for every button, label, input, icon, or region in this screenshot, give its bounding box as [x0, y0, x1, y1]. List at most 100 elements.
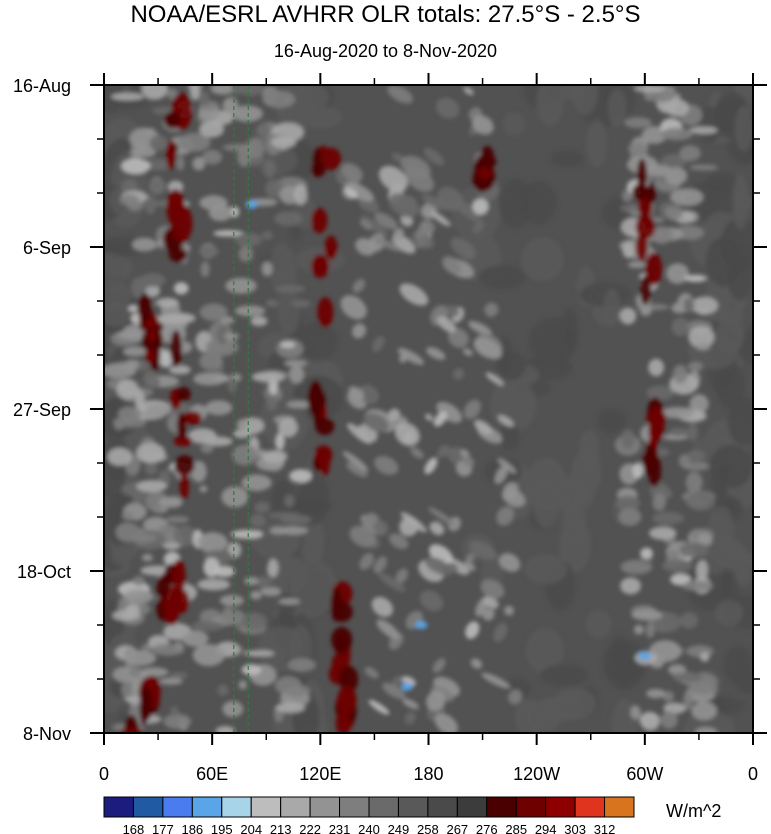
olr-cell	[159, 677, 183, 685]
chart-title: NOAA/ESRL AVHRR OLR totals: 27.5°S - 2.5…	[130, 1, 641, 28]
olr-cell	[378, 573, 406, 592]
olr-cell	[468, 321, 492, 336]
olr-cell	[696, 559, 708, 581]
olr-cell	[337, 685, 357, 715]
olr-cell	[280, 526, 308, 535]
olr-cell	[683, 297, 695, 314]
olr-cell	[261, 231, 273, 240]
olr-cell	[137, 732, 139, 733]
olr-cell	[540, 663, 589, 687]
olr-cell	[170, 330, 182, 368]
olr-cell	[340, 295, 367, 320]
olr-cell	[579, 429, 600, 468]
olr-cell	[608, 88, 627, 128]
olr-cell	[649, 405, 665, 442]
olr-cell	[735, 564, 752, 586]
olr-cell	[699, 651, 710, 662]
olr-cell	[148, 178, 167, 195]
olr-cell	[389, 533, 409, 549]
olr-cell	[111, 545, 132, 566]
colorbar-label: 303	[564, 822, 586, 834]
olr-cell	[104, 251, 133, 285]
colorbar-label: 276	[476, 822, 498, 834]
olr-cell	[249, 514, 267, 527]
olr-cell	[136, 442, 166, 464]
olr-cell	[159, 352, 173, 368]
olr-cell	[665, 99, 690, 117]
olr-cell	[651, 226, 673, 245]
olr-cell	[689, 126, 718, 134]
olr-cell	[163, 713, 192, 730]
olr-cell	[550, 150, 584, 168]
olr-field	[104, 85, 753, 733]
olr-cell	[462, 456, 475, 467]
olr-cell	[661, 559, 693, 572]
olr-cell	[611, 699, 638, 733]
colorbar-label: 294	[535, 822, 557, 834]
olr-cell	[176, 387, 191, 402]
olr-cell	[477, 265, 527, 290]
olr-cell	[686, 645, 714, 658]
olr-cell	[178, 132, 211, 152]
olr-cell	[429, 521, 445, 536]
x-tick-label: 180	[413, 764, 443, 784]
olr-cell	[320, 147, 342, 171]
olr-cell	[463, 561, 476, 571]
olr-cell	[173, 435, 193, 447]
olr-cell	[222, 700, 244, 718]
olr-cell	[104, 301, 130, 327]
y-tick-label: 27-Sep	[13, 400, 71, 420]
olr-cell	[679, 145, 701, 162]
olr-cell	[170, 588, 190, 614]
olr-cell	[686, 491, 715, 511]
colorbar-label: 222	[299, 822, 321, 834]
olr-cell	[639, 304, 652, 316]
olr-cell	[141, 85, 168, 100]
olr-cell	[199, 303, 228, 322]
olr-cell	[231, 444, 258, 466]
olr-cell	[734, 105, 753, 152]
olr-cell	[374, 455, 399, 475]
olr-cell	[130, 533, 158, 543]
olr-cell	[415, 220, 429, 239]
olr-cell	[668, 664, 687, 676]
olr-cell	[170, 204, 193, 243]
olr-cell	[410, 447, 424, 459]
olr-cell	[373, 556, 387, 574]
olr-cell	[155, 297, 179, 308]
olr-cell	[270, 136, 297, 148]
olr-cell	[622, 241, 635, 259]
olr-cell	[484, 302, 499, 317]
olr-cell	[121, 158, 151, 174]
olr-cell	[165, 516, 190, 523]
olr-cell	[244, 650, 275, 657]
olr-cell	[536, 85, 564, 127]
olr-cell	[714, 551, 753, 570]
olr-cell	[173, 524, 197, 547]
olr-cell	[456, 201, 481, 222]
olr-cell	[446, 304, 459, 317]
olr-cell	[645, 622, 655, 638]
x-tick-label: 60W	[626, 764, 663, 784]
olr-cell	[493, 622, 508, 642]
olr-cell	[312, 387, 322, 426]
colorbar-swatch	[250, 796, 282, 818]
olr-cell	[359, 553, 374, 570]
olr-cell	[735, 672, 753, 695]
olr-cell	[144, 194, 157, 215]
olr-cell	[714, 599, 744, 627]
olr-cell	[190, 460, 207, 483]
olr-cell	[561, 501, 587, 544]
olr-cell	[238, 245, 254, 263]
olr-cell	[222, 606, 234, 623]
olr-cell	[199, 352, 223, 371]
colorbar-label: 168	[123, 822, 145, 834]
colorbar-label: 213	[270, 822, 292, 834]
olr-cell	[691, 701, 718, 721]
olr-cell	[275, 433, 285, 450]
olr-cell	[497, 415, 514, 427]
olr-cell	[200, 443, 214, 454]
olr-cell	[609, 634, 629, 671]
olr-cell	[295, 105, 343, 129]
olr-cell	[122, 511, 134, 521]
